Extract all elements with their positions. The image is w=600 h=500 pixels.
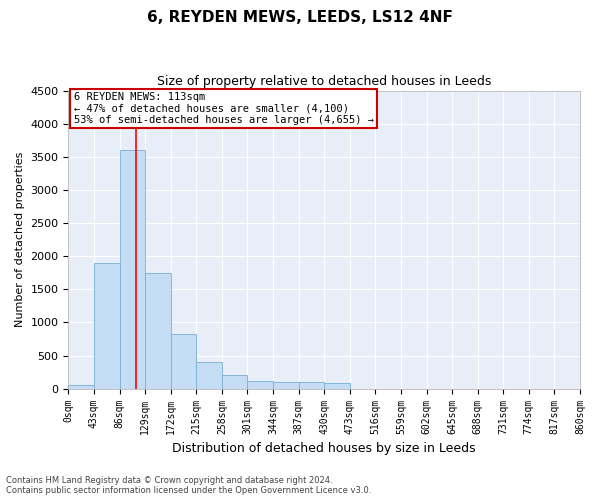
Bar — [94, 263, 119, 388]
Y-axis label: Number of detached properties: Number of detached properties — [15, 152, 25, 328]
Title: Size of property relative to detached houses in Leeds: Size of property relative to detached ho… — [157, 75, 491, 88]
Bar — [171, 334, 196, 388]
Bar — [196, 362, 222, 388]
Text: 6, REYDEN MEWS, LEEDS, LS12 4NF: 6, REYDEN MEWS, LEEDS, LS12 4NF — [147, 10, 453, 25]
X-axis label: Distribution of detached houses by size in Leeds: Distribution of detached houses by size … — [172, 442, 476, 455]
Bar — [68, 386, 94, 388]
Bar — [273, 382, 299, 388]
Text: 6 REYDEN MEWS: 113sqm
← 47% of detached houses are smaller (4,100)
53% of semi-d: 6 REYDEN MEWS: 113sqm ← 47% of detached … — [74, 92, 374, 125]
Bar — [119, 150, 145, 388]
Bar — [324, 384, 350, 388]
Bar — [145, 273, 171, 388]
Text: Contains HM Land Registry data © Crown copyright and database right 2024.
Contai: Contains HM Land Registry data © Crown c… — [6, 476, 371, 495]
Bar — [222, 376, 247, 388]
Bar — [247, 381, 273, 388]
Bar — [299, 382, 324, 388]
